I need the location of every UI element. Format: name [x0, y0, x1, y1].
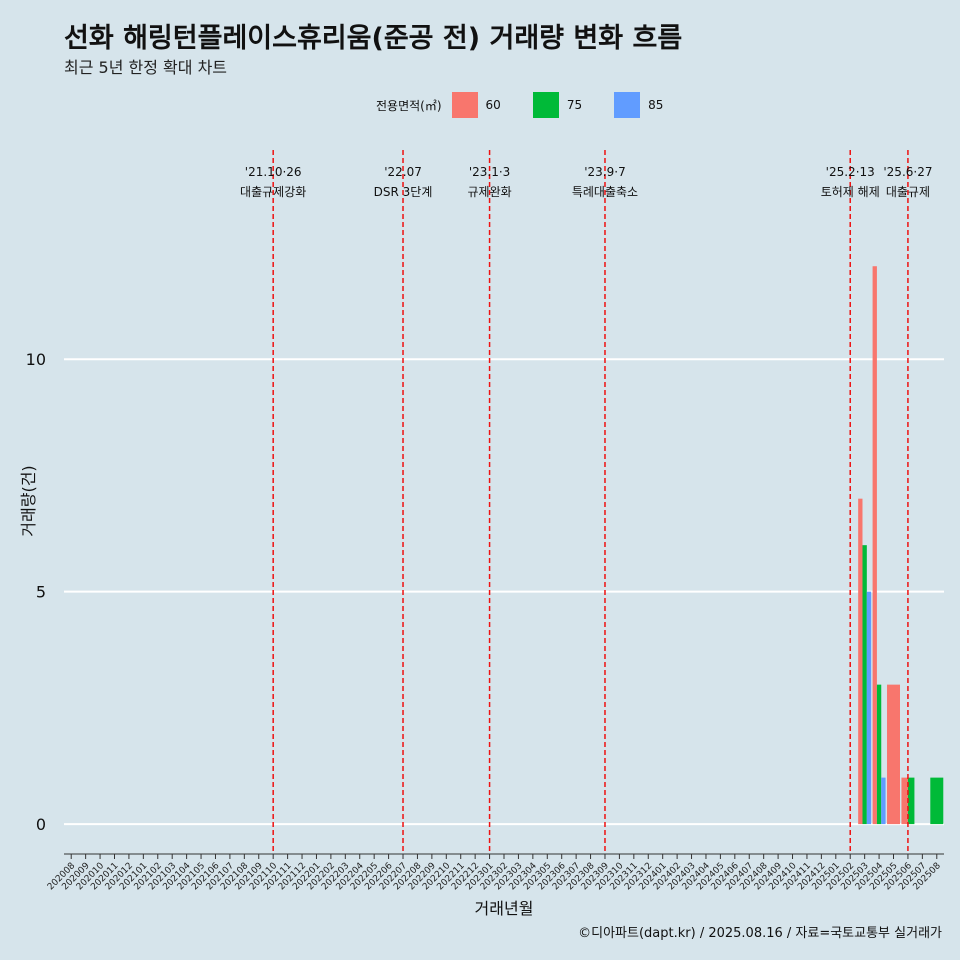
event-date-4: '25.2·13 [826, 165, 875, 179]
event-date-5: '25.6·27 [883, 165, 932, 179]
bar-75-202504 [876, 684, 882, 825]
chart-subtitle: 최근 5년 한정 확대 차트 [64, 58, 228, 77]
event-date-0: '21.10·26 [245, 165, 302, 179]
legend-title: 전용면적(㎡) [376, 98, 442, 113]
event-date-3: '23.9·7 [584, 165, 625, 179]
legend-label-85: 85 [648, 98, 664, 112]
event-label-4: 토허제 해제 [821, 185, 880, 199]
event-label-3: 특례대출축소 [572, 185, 638, 199]
event-label-1: DSR 3단계 [374, 185, 433, 199]
legend: 전용면적(㎡) 60 75 85 [376, 92, 695, 118]
chart-title: 선화 해링턴플레이스휴리움(준공 전) 거래량 변화 흐름 [64, 23, 683, 54]
x-axis-title: 거래년월 [475, 899, 534, 918]
bar-60-202503 [858, 498, 863, 825]
legend-key-60 [451, 92, 478, 118]
legend-key-75 [532, 92, 559, 118]
bar-60-202505 [887, 684, 900, 825]
y-tick-label-5: 5 [36, 583, 46, 602]
bar-85-202503 [866, 591, 872, 825]
caption: ©디아파트(dapt.kr) / 2025.08.16 / 자료=국토교통부 실… [578, 926, 942, 941]
bar-85-202504 [881, 777, 886, 825]
event-label-5: 대출규제 [886, 185, 930, 199]
bar-75-202508 [930, 777, 944, 825]
y-tick-label-10: 10 [26, 350, 46, 369]
bar-60-202506 [901, 777, 908, 825]
y-axis-title: 거래량(건) [19, 465, 38, 536]
legend-key-85 [614, 92, 641, 118]
event-label-2: 규제완화 [467, 185, 511, 199]
event-label-0: 대출규제강화 [240, 185, 306, 199]
event-date-2: '23.1·3 [469, 165, 510, 179]
event-date-1: '22.07 [384, 165, 422, 179]
bar-60-202504 [872, 266, 877, 825]
bar-75-202506 [907, 777, 915, 825]
y-tick-label-0: 0 [36, 815, 46, 834]
bar-75-202503 [862, 545, 867, 825]
legend-label-60: 60 [485, 98, 501, 112]
legend-label-75: 75 [566, 98, 583, 112]
